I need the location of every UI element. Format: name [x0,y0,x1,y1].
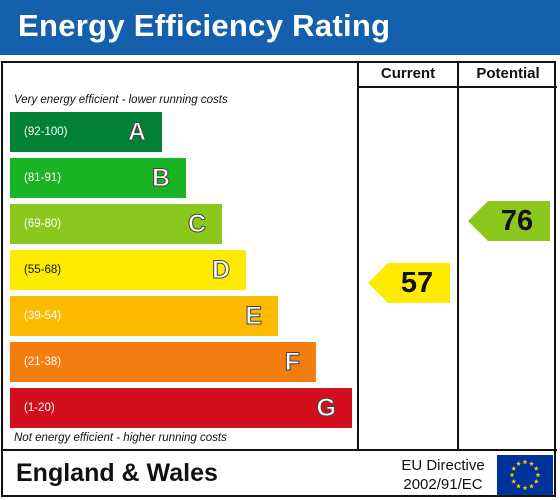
band-d: (55-68) D [10,250,246,290]
band-range-label: (81-91) [24,172,62,184]
note-inefficient: Not energy efficient - higher running co… [14,432,227,444]
eu-directive-text: EU Directive 2002/91/EC [394,456,492,494]
band-letter: G [316,394,336,423]
eu-directive-line2: 2002/91/EC [403,476,483,493]
band-b: (81-91) B [10,158,186,198]
footer-line [1,449,557,451]
band-range-label: (69-80) [24,218,62,230]
band-range-label: (1-20) [24,402,55,414]
band-range-label: (21-38) [24,356,62,368]
column-header-potential: Potential [476,65,540,82]
note-efficient: Very energy efficient - lower running co… [14,94,228,106]
header-bar: Energy Efficiency Rating [0,0,560,55]
band-letter: B [151,164,170,193]
page-title: Energy Efficiency Rating [18,8,391,43]
region-label: England & Wales [16,459,218,487]
band-e: (39-54) E [10,296,278,336]
band-letter: A [127,118,146,147]
band-letter: C [187,210,206,239]
divider-current [357,61,359,451]
band-range-label: (92-100) [24,126,68,138]
band-letter: D [211,256,230,285]
header-row-line [357,86,557,88]
band-g: (1-20) G [10,388,352,428]
potential-arrow-shape [468,201,550,241]
current-arrow-shape [368,263,450,303]
divider-potential [457,61,459,451]
column-header-current: Current [380,65,436,82]
band-a: (92-100) A [10,112,162,152]
band-letter: E [245,302,263,331]
band-c: (69-80) C [10,204,222,244]
band-f: (21-38) F [10,342,316,382]
band-range-label: (55-68) [24,264,62,276]
current-rating-value: 57 [400,267,434,299]
current-rating-arrow: 57 [368,263,450,303]
eu-flag-icon [497,455,553,495]
band-letter: F [284,348,300,377]
potential-rating-arrow: 76 [468,201,550,241]
potential-rating-value: 76 [500,205,534,237]
rating-chart-frame [1,61,556,497]
eu-directive-line1: EU Directive [401,457,485,474]
band-range-label: (39-54) [24,310,62,322]
